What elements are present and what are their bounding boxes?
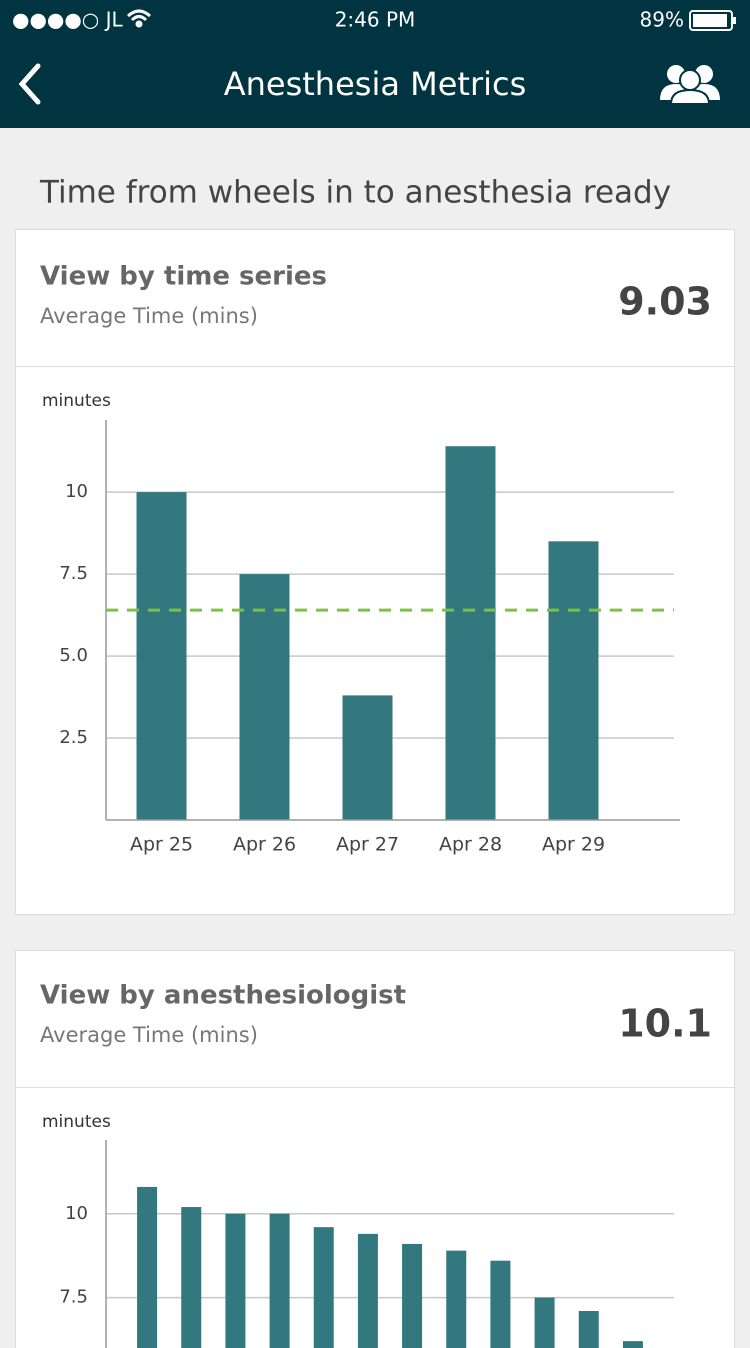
card-title: View by time series: [40, 262, 327, 292]
y-axis-label: minutes: [42, 1112, 111, 1132]
bar: [269, 1213, 290, 1348]
battery-icon: [689, 10, 736, 31]
card-metric: 9.03: [618, 280, 712, 324]
y-tick-label: 5.0: [59, 645, 88, 666]
back-button[interactable]: [18, 63, 41, 105]
bar: [622, 1341, 643, 1348]
x-tick-label: Apr 25: [130, 834, 193, 856]
y-axis-label: minutes: [42, 391, 111, 411]
x-tick-label: Apr 26: [233, 834, 296, 856]
bar: [578, 1310, 599, 1348]
bar: [137, 1186, 158, 1348]
section-title: Time from wheels in to anesthesia ready: [39, 175, 671, 211]
bar: [225, 1213, 246, 1348]
people-button[interactable]: [660, 65, 720, 105]
bar: [181, 1207, 202, 1348]
chart-panel: [15, 366, 735, 915]
bar: [446, 1250, 467, 1348]
bar: [402, 1243, 423, 1348]
bar: [313, 1227, 334, 1348]
x-tick-label: Apr 29: [542, 834, 605, 856]
bar: [136, 492, 187, 820]
y-tick-label: 10: [65, 1203, 88, 1224]
carrier: ●●●●○ JL: [12, 8, 124, 32]
card-title: View by anesthesiologist: [40, 981, 406, 1011]
wifi-icon: [126, 9, 152, 28]
card-header: [15, 229, 735, 367]
bar: [548, 541, 599, 820]
y-tick-label: 10: [65, 481, 88, 502]
clock: 2:46 PM: [335, 8, 416, 32]
nav-title: Anesthesia Metrics: [224, 65, 527, 103]
card-metric: 10.1: [618, 1002, 712, 1046]
card-subtitle: Average Time (mins): [40, 304, 258, 328]
bar: [357, 1233, 378, 1348]
x-tick-label: Apr 28: [439, 834, 502, 856]
battery-level: 89%: [640, 8, 684, 32]
bar: [534, 1297, 555, 1348]
y-tick-label: 7.5: [59, 1287, 88, 1308]
y-tick-label: 7.5: [59, 563, 88, 584]
bar: [490, 1260, 511, 1348]
nav-bar: [0, 0, 750, 128]
y-tick-label: 2.5: [59, 727, 88, 748]
bar: [342, 695, 393, 820]
bar: [445, 446, 496, 820]
card-subtitle: Average Time (mins): [40, 1023, 258, 1047]
x-tick-label: Apr 27: [336, 834, 399, 856]
card-header: [15, 950, 735, 1088]
bar: [239, 574, 290, 820]
